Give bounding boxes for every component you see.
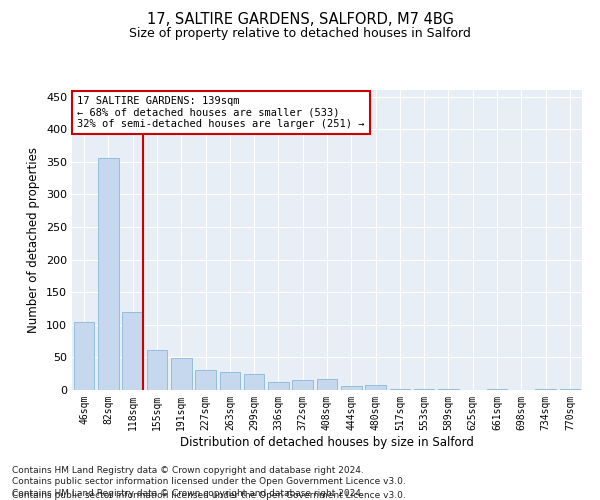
Bar <box>317 379 337 390</box>
Y-axis label: Number of detached properties: Number of detached properties <box>28 147 40 333</box>
Text: 17, SALTIRE GARDENS, SALFORD, M7 4BG: 17, SALTIRE GARDENS, SALFORD, M7 4BG <box>146 12 454 28</box>
Bar <box>74 322 94 390</box>
Bar <box>268 382 289 390</box>
Bar <box>146 350 167 390</box>
Bar <box>195 370 216 390</box>
Bar <box>292 380 313 390</box>
Text: Contains HM Land Registry data © Crown copyright and database right 2024.: Contains HM Land Registry data © Crown c… <box>12 488 364 498</box>
Bar <box>220 372 240 390</box>
Text: Contains public sector information licensed under the Open Government Licence v3: Contains public sector information licen… <box>12 478 406 486</box>
Bar <box>98 158 119 390</box>
Text: Contains HM Land Registry data © Crown copyright and database right 2024.: Contains HM Land Registry data © Crown c… <box>12 466 364 475</box>
Text: Size of property relative to detached houses in Salford: Size of property relative to detached ho… <box>129 28 471 40</box>
Bar <box>244 374 265 390</box>
X-axis label: Distribution of detached houses by size in Salford: Distribution of detached houses by size … <box>180 436 474 448</box>
Bar <box>341 386 362 390</box>
Bar <box>122 312 143 390</box>
Bar <box>365 386 386 390</box>
Text: 17 SALTIRE GARDENS: 139sqm
← 68% of detached houses are smaller (533)
32% of sem: 17 SALTIRE GARDENS: 139sqm ← 68% of deta… <box>77 96 365 129</box>
Bar <box>171 358 191 390</box>
Text: Contains public sector information licensed under the Open Government Licence v3: Contains public sector information licen… <box>12 491 406 500</box>
